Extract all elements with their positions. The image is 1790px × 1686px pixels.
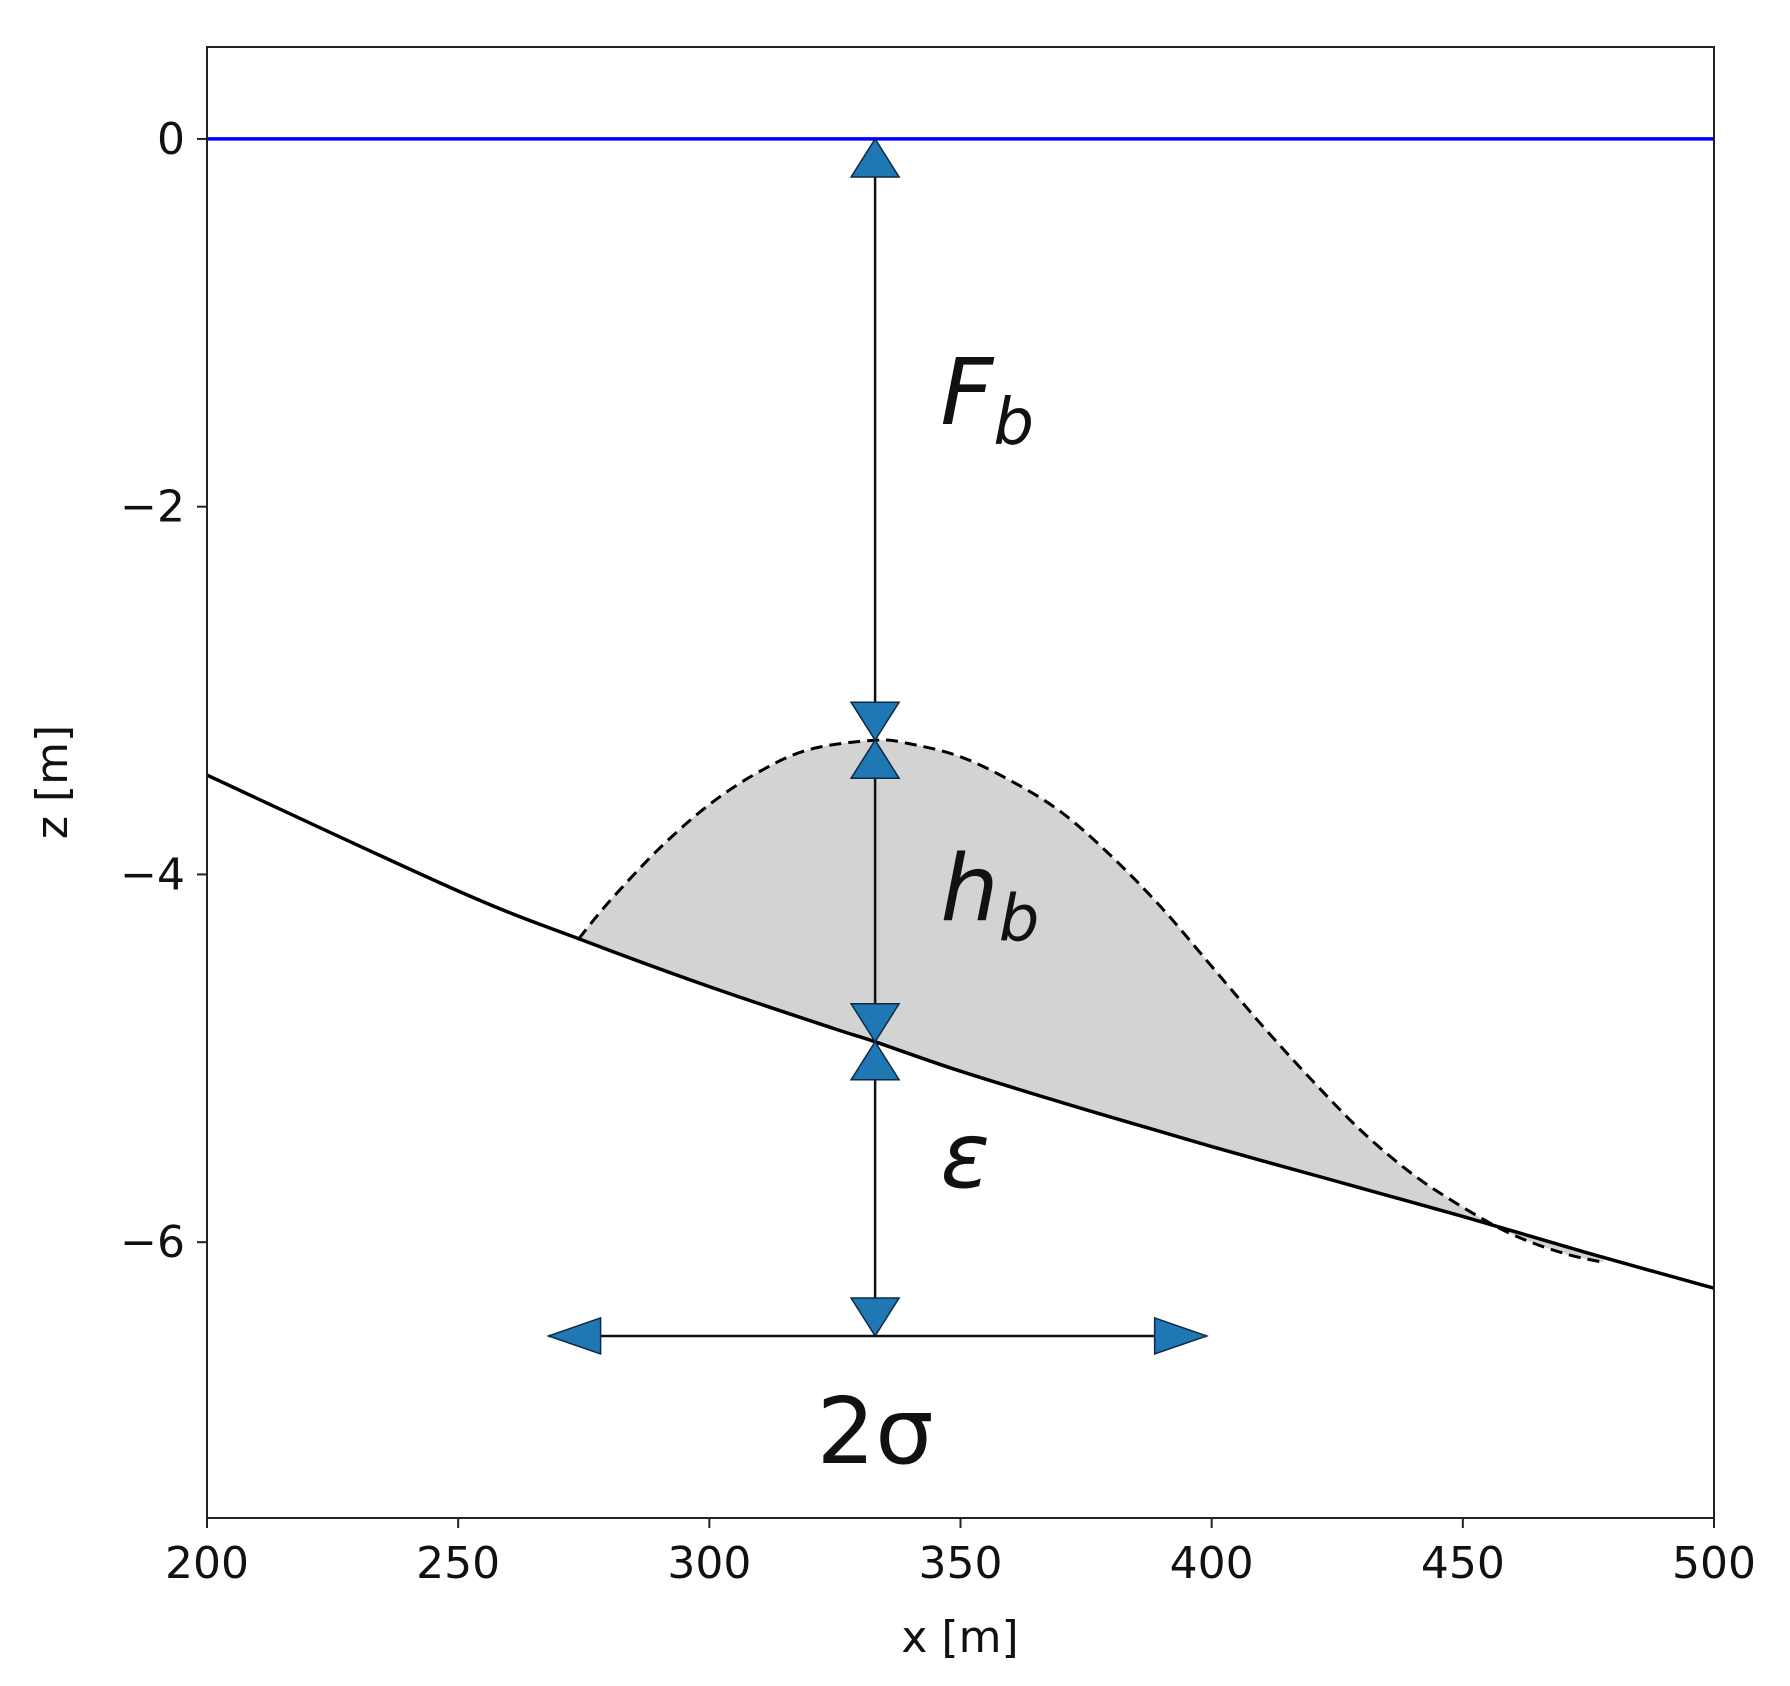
bed-profile-line [207,773,1714,1290]
x-tick-label: 450 [1421,1538,1505,1589]
x-tick-label: 300 [667,1538,751,1589]
x-axis-title: x [m] [901,1612,1018,1663]
bar-fill-area [578,739,1604,1263]
bar-profile-line [577,738,1604,1264]
arrow-head-down-2 [849,1297,901,1338]
x-tick-label: 200 [165,1538,249,1589]
x-tick-label: 350 [919,1538,1003,1589]
x-tick-label: 400 [1170,1538,1254,1589]
y-axis: 0 −2 −4 −6 [120,114,207,1268]
arrow-head-down-1 [849,1003,901,1044]
arrow-head-up-1 [849,738,901,779]
y-tick-label: −2 [120,482,185,533]
arrow-head-left-3 [546,1316,602,1356]
x-axis: 200 250 300 350 400 450 500 [165,1518,1756,1589]
series-layer [207,137,1714,1290]
y-axis-title: z [m] [27,725,78,839]
arrow-head-up-0 [849,137,901,178]
arrow-head-down-0 [849,701,901,742]
annotation-layer: Fb hb ε 2σ [546,137,1209,1485]
annotation-label-1: hb [940,835,1039,956]
y-tick-label: 0 [157,114,185,165]
annotation-label-3: 2σ [817,1378,934,1485]
annotation-label-2: ε [940,1102,990,1209]
arrow-head-right-3 [1153,1316,1209,1356]
arrow-head-up-2 [849,1040,901,1081]
annotation-label-0: Fb [940,339,1034,460]
y-tick-label: −4 [120,849,185,900]
x-tick-label: 250 [416,1538,500,1589]
y-tick-label: −6 [120,1217,185,1268]
x-tick-label: 500 [1672,1538,1756,1589]
